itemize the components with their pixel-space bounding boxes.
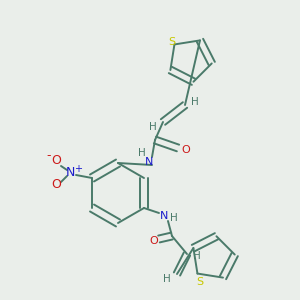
Text: H: H <box>163 274 171 284</box>
Text: O: O <box>51 154 61 167</box>
Text: H: H <box>193 251 201 261</box>
Text: +: + <box>74 164 82 174</box>
Text: N: N <box>145 157 153 167</box>
Text: H: H <box>170 213 178 223</box>
Text: N: N <box>65 167 75 179</box>
Text: N: N <box>160 211 168 221</box>
Text: H: H <box>191 97 199 107</box>
Text: H: H <box>138 148 146 158</box>
Text: O: O <box>182 145 190 155</box>
Text: -: - <box>47 149 51 163</box>
Text: O: O <box>51 178 61 191</box>
Text: S: S <box>196 277 203 286</box>
Text: H: H <box>149 122 157 132</box>
Text: O: O <box>150 236 158 246</box>
Text: S: S <box>168 38 175 47</box>
